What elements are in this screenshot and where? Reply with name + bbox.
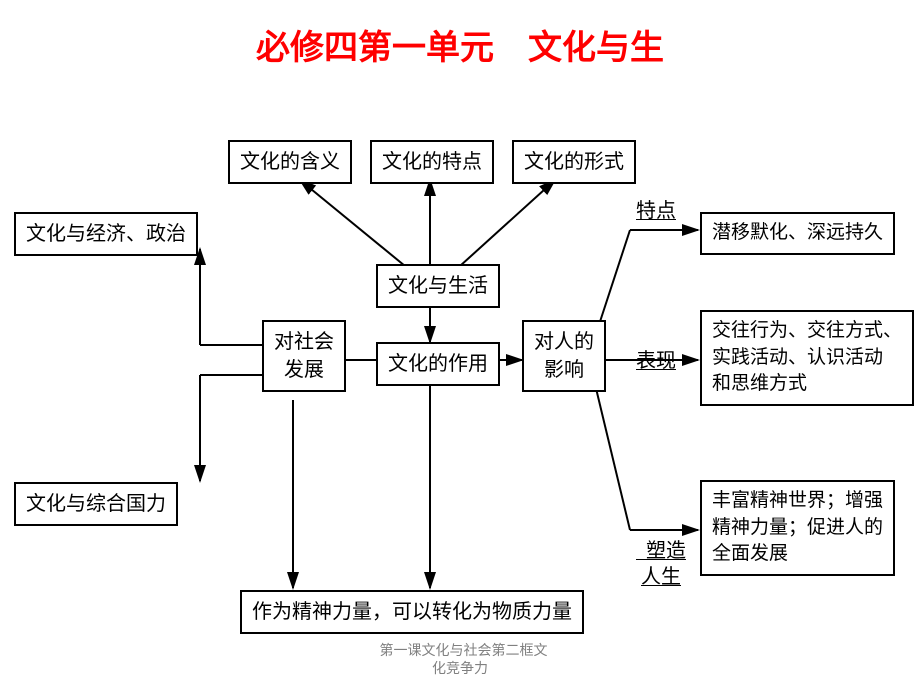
label-suzao-text: 塑造 人生	[641, 540, 686, 588]
label-suzao: 塑造 人生	[636, 512, 686, 590]
label-tedian-text: 特点	[636, 200, 676, 222]
label-biaoxian: 表现	[636, 348, 676, 374]
node-features: 文化的特点	[370, 140, 494, 184]
node-impact-people: 对人的 影响	[522, 320, 606, 392]
footer-text-span: 第一课文化与社会第二框文 化竞争力	[380, 644, 548, 677]
node-right1-text: 潜移默化、深远持久	[712, 220, 883, 247]
node-forms: 文化的形式	[512, 140, 636, 184]
node-role: 文化的作用	[376, 342, 500, 386]
node-spiritual-force-text: 作为精神力量，可以转化为物质力量	[252, 598, 572, 626]
node-features-text: 文化的特点	[382, 148, 482, 176]
label-tedian: 特点	[636, 198, 676, 224]
node-right3-text: 丰富精神世界；增强 精神力量；促进人的 全面发展	[712, 488, 883, 568]
page-title: 必修四第一单元 文化与生	[0, 20, 920, 69]
node-right2: 交往行为、交往方式、 实践活动、认识活动 和思维方式	[700, 310, 914, 406]
footer-text: 第一课文化与社会第二框文 化竞争力	[330, 625, 590, 680]
node-social-dev: 对社会 发展	[262, 320, 346, 392]
node-econ-politics-text: 文化与经济、政治	[26, 220, 186, 248]
node-national-power-text: 文化与综合国力	[26, 490, 166, 518]
node-impact-people-text: 对人的 影响	[534, 328, 594, 384]
node-culture-life-text: 文化与生活	[388, 272, 488, 300]
node-right1: 潜移默化、深远持久	[700, 212, 895, 255]
label-biaoxian-text: 表现	[636, 350, 676, 372]
node-meaning-text: 文化的含义	[240, 148, 340, 176]
node-social-dev-text: 对社会 发展	[274, 328, 334, 384]
node-econ-politics: 文化与经济、政治	[14, 212, 198, 256]
node-national-power: 文化与综合国力	[14, 482, 178, 526]
node-right2-text: 交往行为、交往方式、 实践活动、认识活动 和思维方式	[712, 318, 902, 398]
node-role-text: 文化的作用	[388, 350, 488, 378]
node-right3: 丰富精神世界；增强 精神力量；促进人的 全面发展	[700, 480, 895, 576]
node-meaning: 文化的含义	[228, 140, 352, 184]
node-forms-text: 文化的形式	[524, 148, 624, 176]
node-culture-life: 文化与生活	[376, 264, 500, 308]
title-text: 必修四第一单元 文化与生	[256, 30, 664, 67]
